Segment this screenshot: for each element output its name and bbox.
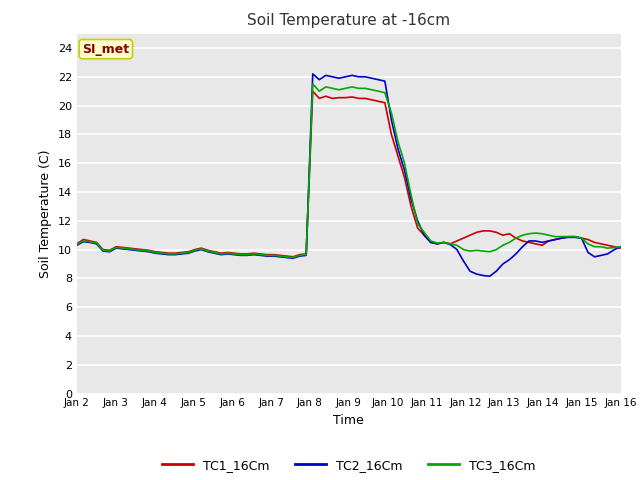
TC2_16Cm xyxy=(348,72,356,78)
TC3_16Cm xyxy=(617,244,625,250)
TC2_16Cm xyxy=(617,244,625,250)
Y-axis label: Soil Temperature (C): Soil Temperature (C) xyxy=(39,149,52,278)
TC3_16Cm xyxy=(499,242,507,248)
TC1_16Cm xyxy=(106,248,113,253)
TC3_16Cm xyxy=(106,248,113,254)
TC3_16Cm xyxy=(289,254,297,260)
TC2_16Cm xyxy=(79,239,87,244)
TC1_16Cm xyxy=(355,96,362,101)
TC1_16Cm xyxy=(328,96,336,101)
TC2_16Cm xyxy=(499,261,507,267)
TC3_16Cm xyxy=(328,85,336,91)
TC1_16Cm xyxy=(525,240,533,245)
Line: TC2_16Cm: TC2_16Cm xyxy=(77,74,621,276)
Text: SI_met: SI_met xyxy=(82,43,129,56)
TC2_16Cm xyxy=(73,242,81,248)
TC1_16Cm xyxy=(309,88,317,94)
Line: TC1_16Cm: TC1_16Cm xyxy=(77,91,621,257)
TC1_16Cm xyxy=(79,237,87,242)
X-axis label: Time: Time xyxy=(333,414,364,427)
TC1_16Cm xyxy=(289,254,297,260)
Line: TC3_16Cm: TC3_16Cm xyxy=(77,84,621,257)
TC2_16Cm xyxy=(486,273,493,279)
TC3_16Cm xyxy=(525,231,533,237)
TC1_16Cm xyxy=(617,245,625,251)
TC3_16Cm xyxy=(309,81,317,87)
TC3_16Cm xyxy=(355,85,362,91)
Legend: TC1_16Cm, TC2_16Cm, TC3_16Cm: TC1_16Cm, TC2_16Cm, TC3_16Cm xyxy=(157,454,540,477)
TC2_16Cm xyxy=(309,71,317,77)
TC3_16Cm xyxy=(73,242,81,248)
TC2_16Cm xyxy=(106,249,113,254)
TC1_16Cm xyxy=(73,241,81,247)
TC2_16Cm xyxy=(525,238,533,244)
TC3_16Cm xyxy=(79,238,87,244)
Title: Soil Temperature at -16cm: Soil Temperature at -16cm xyxy=(247,13,451,28)
TC1_16Cm xyxy=(499,232,507,238)
TC2_16Cm xyxy=(322,72,330,78)
